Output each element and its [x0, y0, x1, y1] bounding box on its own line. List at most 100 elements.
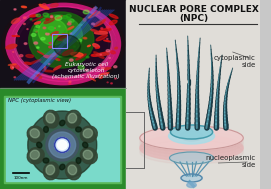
Ellipse shape [7, 4, 120, 84]
Ellipse shape [79, 24, 82, 26]
Ellipse shape [110, 51, 115, 54]
Ellipse shape [37, 142, 42, 148]
Ellipse shape [85, 69, 88, 71]
Ellipse shape [50, 3, 58, 7]
Ellipse shape [69, 21, 71, 23]
Ellipse shape [60, 164, 65, 170]
Ellipse shape [27, 148, 44, 164]
Ellipse shape [43, 13, 49, 16]
Ellipse shape [14, 77, 16, 78]
Ellipse shape [55, 16, 62, 20]
Ellipse shape [30, 19, 32, 20]
Ellipse shape [111, 83, 112, 84]
Ellipse shape [140, 131, 243, 155]
Bar [52, 34, 67, 48]
Ellipse shape [98, 51, 110, 54]
Ellipse shape [83, 142, 88, 148]
Ellipse shape [65, 110, 81, 128]
Ellipse shape [59, 50, 60, 51]
Ellipse shape [43, 158, 49, 163]
Ellipse shape [39, 4, 49, 9]
Ellipse shape [23, 23, 25, 25]
Ellipse shape [34, 22, 40, 24]
Ellipse shape [92, 23, 95, 25]
Ellipse shape [91, 54, 99, 56]
Ellipse shape [36, 14, 41, 17]
Ellipse shape [104, 73, 108, 76]
Ellipse shape [59, 26, 60, 27]
Ellipse shape [49, 42, 51, 44]
Ellipse shape [51, 32, 58, 36]
Ellipse shape [36, 74, 40, 76]
Ellipse shape [99, 76, 103, 78]
Ellipse shape [67, 19, 70, 20]
Ellipse shape [58, 33, 69, 38]
Text: cytoplasmic
side: cytoplasmic side [214, 55, 256, 68]
Ellipse shape [96, 47, 99, 49]
Ellipse shape [49, 52, 60, 57]
Bar [126, 0, 260, 189]
Ellipse shape [140, 126, 243, 150]
Ellipse shape [43, 162, 59, 180]
Ellipse shape [51, 15, 53, 16]
Ellipse shape [43, 70, 54, 72]
Ellipse shape [60, 120, 65, 126]
Ellipse shape [63, 40, 69, 43]
Ellipse shape [73, 46, 75, 47]
Ellipse shape [83, 150, 93, 159]
Ellipse shape [106, 26, 109, 28]
Ellipse shape [181, 174, 202, 182]
Ellipse shape [46, 33, 49, 35]
Ellipse shape [13, 64, 19, 69]
Ellipse shape [34, 42, 38, 44]
Ellipse shape [100, 65, 102, 66]
Ellipse shape [76, 54, 81, 57]
Ellipse shape [36, 26, 40, 28]
Ellipse shape [43, 110, 59, 128]
Ellipse shape [140, 134, 243, 158]
Ellipse shape [76, 158, 81, 163]
Ellipse shape [96, 35, 107, 41]
Ellipse shape [41, 37, 45, 40]
Ellipse shape [31, 33, 36, 36]
Text: NUCLEAR PORE COMPLEX: NUCLEAR PORE COMPLEX [128, 5, 258, 14]
Ellipse shape [101, 28, 103, 29]
Text: NPC (cytoplasmic view): NPC (cytoplasmic view) [8, 98, 71, 103]
Ellipse shape [46, 165, 55, 175]
Bar [4, 96, 121, 183]
Ellipse shape [83, 18, 86, 21]
Ellipse shape [51, 16, 53, 18]
Ellipse shape [14, 9, 16, 10]
Bar [0, 88, 126, 189]
Ellipse shape [28, 111, 97, 179]
Ellipse shape [115, 78, 116, 79]
Ellipse shape [44, 55, 50, 58]
Ellipse shape [68, 165, 77, 175]
Ellipse shape [68, 113, 77, 123]
Ellipse shape [8, 64, 16, 65]
Ellipse shape [67, 23, 71, 25]
Ellipse shape [32, 17, 43, 21]
Ellipse shape [16, 34, 17, 35]
Ellipse shape [109, 57, 111, 58]
Ellipse shape [49, 46, 52, 48]
Ellipse shape [70, 33, 72, 34]
Ellipse shape [29, 12, 94, 68]
Ellipse shape [44, 126, 49, 132]
Ellipse shape [69, 19, 74, 22]
Text: Eukaryotic cell
cytoskeleton
(schematic illustration): Eukaryotic cell cytoskeleton (schematic … [52, 62, 120, 79]
Ellipse shape [26, 55, 34, 57]
Ellipse shape [6, 44, 17, 49]
Ellipse shape [37, 47, 39, 48]
Ellipse shape [38, 75, 42, 78]
Ellipse shape [89, 77, 96, 81]
Ellipse shape [46, 18, 49, 21]
Ellipse shape [115, 47, 117, 49]
Ellipse shape [44, 17, 56, 24]
Ellipse shape [42, 4, 46, 6]
Ellipse shape [38, 19, 67, 45]
Ellipse shape [94, 20, 105, 26]
Ellipse shape [12, 67, 14, 68]
Ellipse shape [93, 7, 96, 9]
Ellipse shape [65, 162, 81, 180]
